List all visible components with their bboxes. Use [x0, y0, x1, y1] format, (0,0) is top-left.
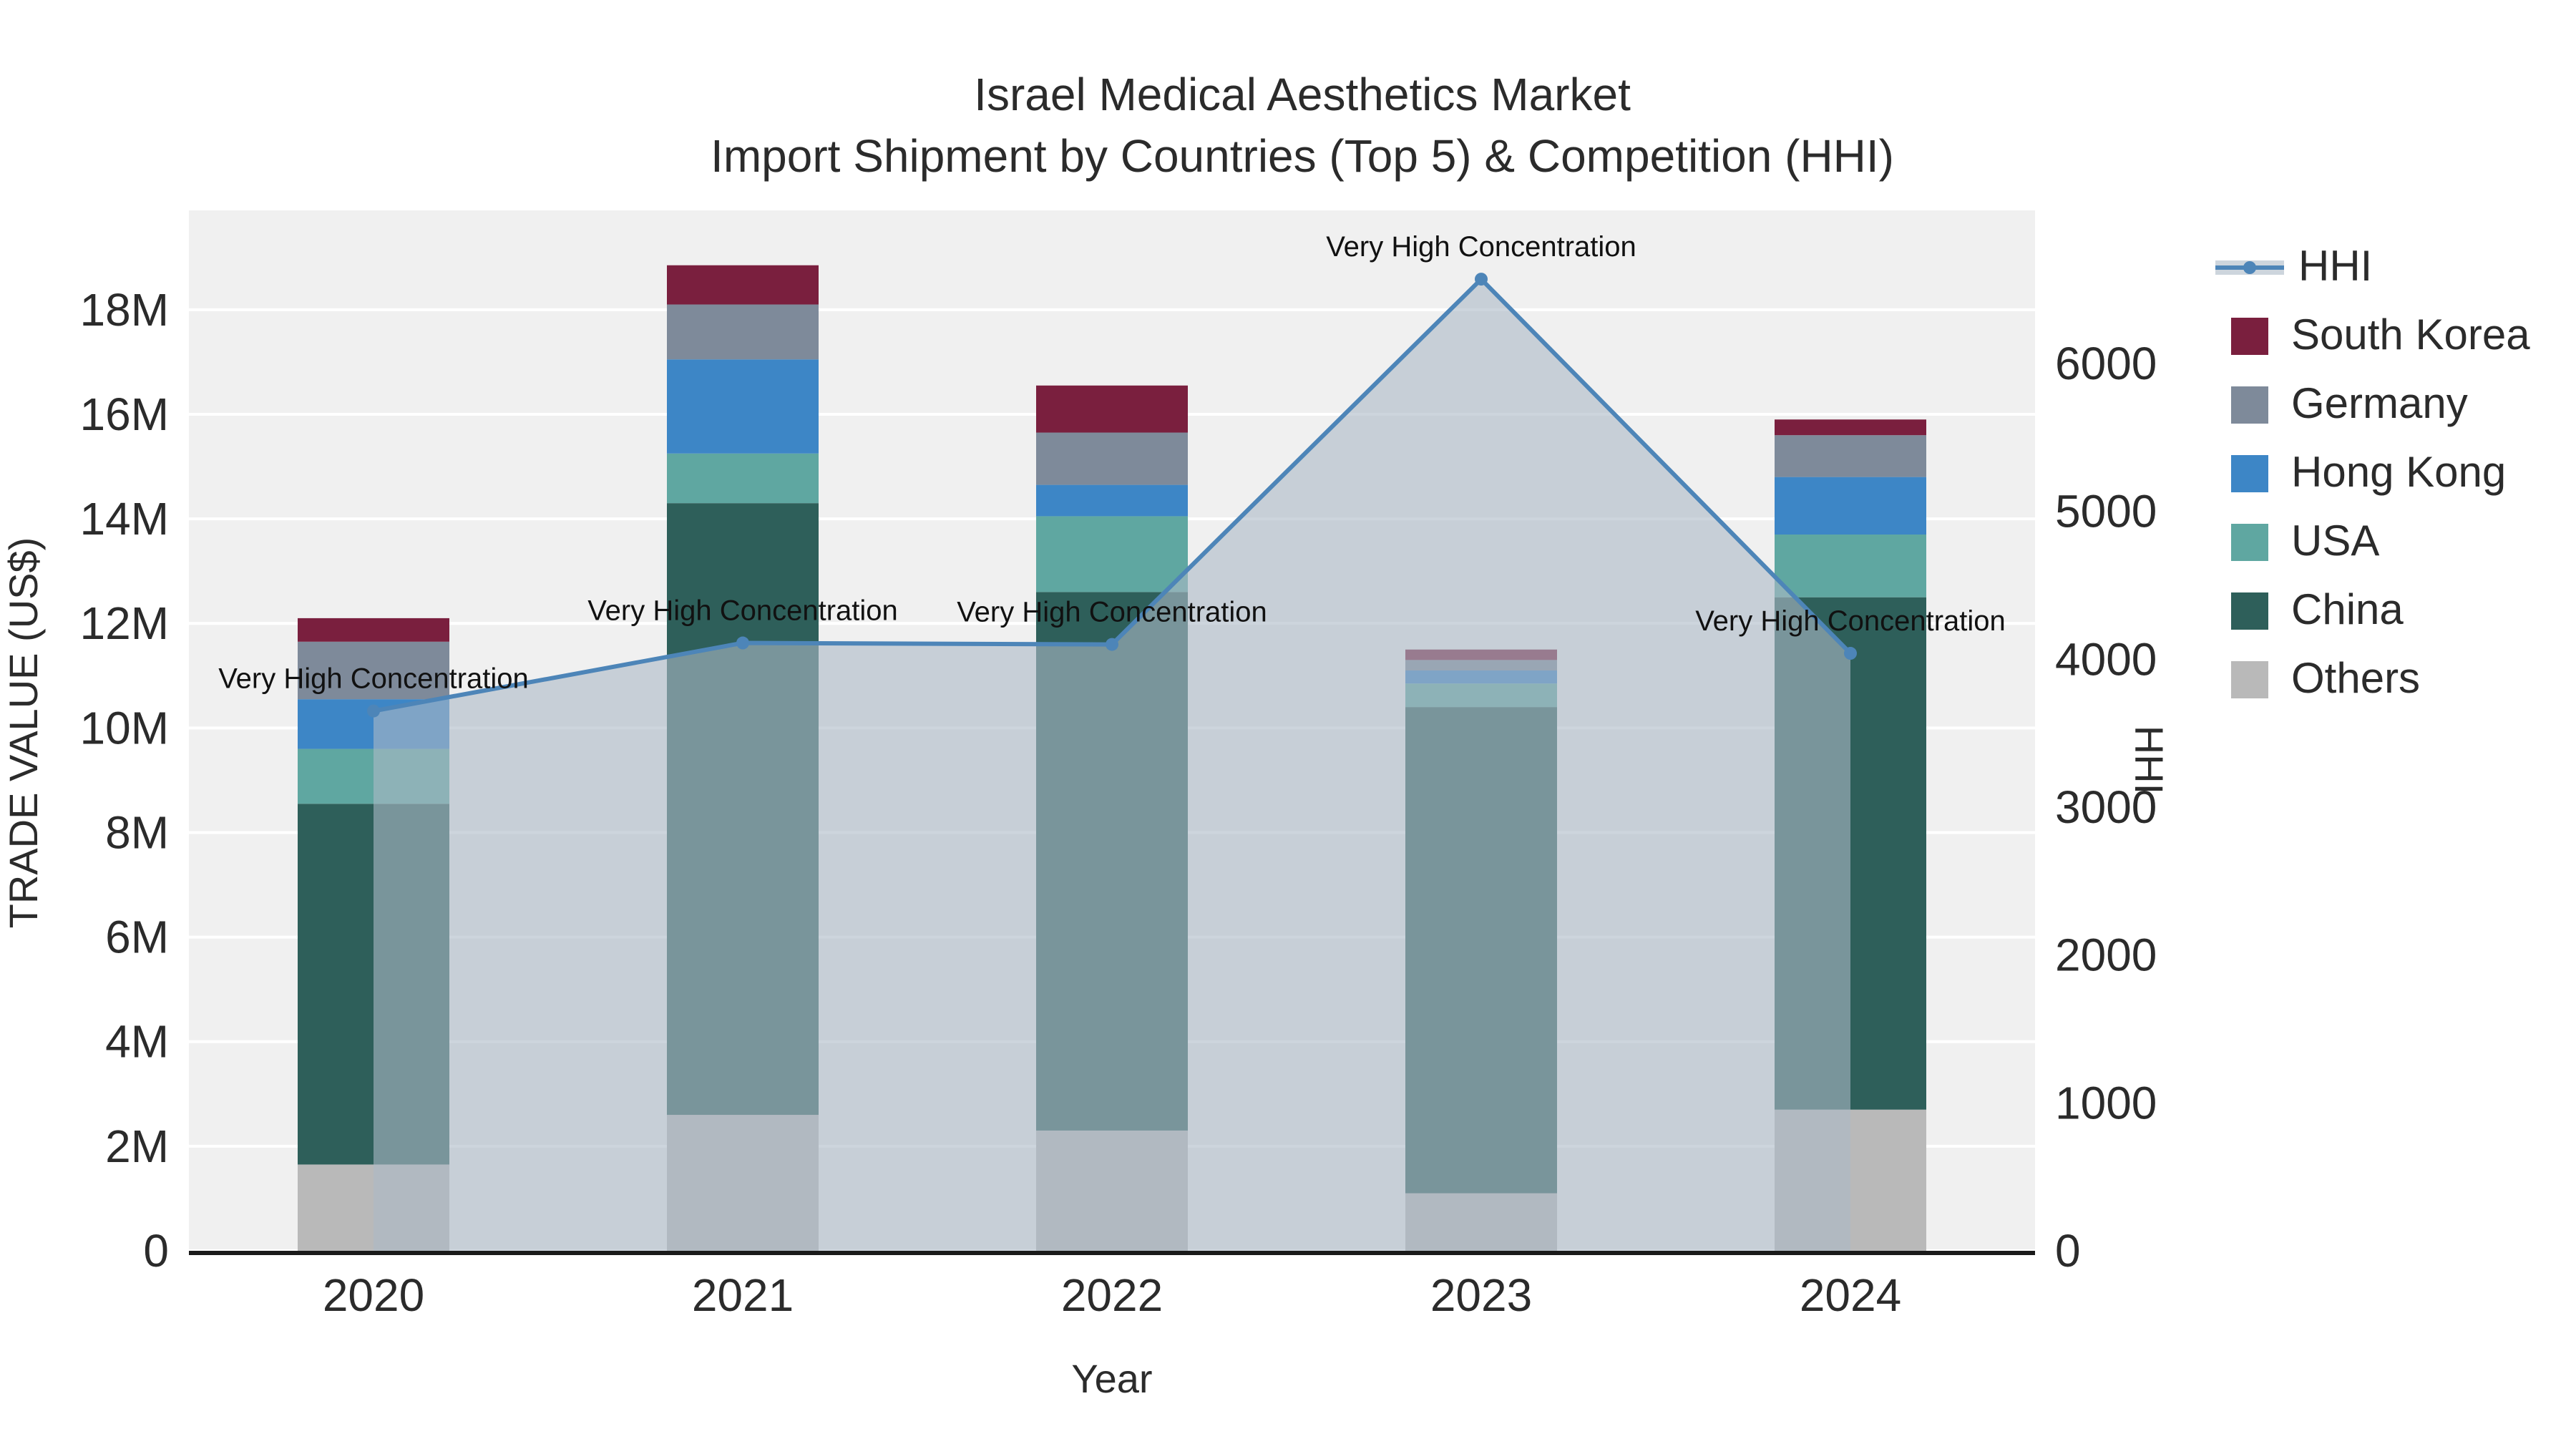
- bar-segment-germany-2024: [1775, 435, 1926, 477]
- x-tick-label: 2024: [1800, 1269, 1901, 1321]
- y-axis-right-title: HHI: [2127, 725, 2171, 795]
- y-left-tick-label: 6M: [105, 912, 169, 963]
- legend-item-hong-kong[interactable]: Hong Kong: [2215, 439, 2530, 508]
- hhi-marker-2022: [1106, 638, 1118, 651]
- legend-color-swatch: [2231, 318, 2268, 355]
- y-right-tick-label: 1000: [2055, 1077, 2157, 1128]
- x-tick-label: 2023: [1430, 1269, 1532, 1321]
- y-right-tick-label: 4000: [2055, 633, 2157, 685]
- legend-color-swatch: [2231, 455, 2268, 492]
- y-left-tick-label: 18M: [80, 284, 170, 336]
- x-axis-title: Year: [1071, 1357, 1153, 1401]
- bar-segment-south-korea-2020: [298, 618, 449, 642]
- legend: HHI South Korea Germany Hong Kong USA China Ot…: [2215, 233, 2530, 714]
- chart-title: Israel Medical Aesthetics Market: [974, 69, 1631, 120]
- bar-segment-south-korea-2024: [1775, 419, 1926, 436]
- annotation-2020: Very High Concentration: [218, 663, 529, 695]
- legend-item-hhi[interactable]: HHI: [2215, 233, 2530, 302]
- x-tick-label: 2020: [323, 1269, 424, 1321]
- y-left-tick-label: 10M: [80, 702, 170, 753]
- legend-color-swatch: [2231, 592, 2268, 630]
- y-right-tick-label: 2000: [2055, 930, 2157, 981]
- legend-label: Germany: [2291, 381, 2468, 428]
- bar-segment-usa-2024: [1775, 535, 1926, 597]
- legend-label: China: [2291, 587, 2404, 634]
- y-left-tick-label: 4M: [105, 1016, 169, 1068]
- legend-label: HHI: [2298, 243, 2373, 291]
- legend-label: USA: [2291, 518, 2380, 565]
- bar-segment-hong-kong-2021: [667, 359, 819, 454]
- y-left-tick-label: 8M: [105, 806, 169, 858]
- legend-line-swatch: [2215, 249, 2284, 286]
- bar-segment-germany-2022: [1036, 432, 1188, 485]
- legend-color-swatch: [2231, 524, 2268, 561]
- legend-label: Hong Kong: [2291, 449, 2507, 497]
- y-axis-left-title: TRADE VALUE (US$): [1, 537, 46, 929]
- legend-item-china[interactable]: China: [2215, 577, 2530, 645]
- y-left-tick-label: 16M: [80, 389, 170, 440]
- hhi-marker-2023: [1475, 273, 1488, 286]
- legend-item-south-korea[interactable]: South Korea: [2215, 302, 2530, 371]
- hhi-marker-2024: [1844, 647, 1857, 660]
- bar-segment-south-korea-2022: [1036, 385, 1188, 433]
- y-left-tick-label: 12M: [80, 597, 170, 649]
- y-right-tick-label: 6000: [2055, 338, 2157, 389]
- y-left-tick-label: 2M: [105, 1121, 169, 1172]
- bar-segment-germany-2020: [298, 641, 449, 700]
- y-right-tick-label: 5000: [2055, 486, 2157, 537]
- bar-segment-usa-2021: [667, 453, 819, 504]
- legend-color-swatch: [2231, 386, 2268, 424]
- hhi-marker-2020: [367, 704, 380, 718]
- chart-subtitle: Import Shipment by Countries (Top 5) & C…: [711, 130, 1894, 182]
- hhi-area-fill: [374, 279, 1850, 1252]
- legend-item-germany[interactable]: Germany: [2215, 371, 2530, 439]
- bar-segment-germany-2021: [667, 304, 819, 360]
- annotation-2021: Very High Concentration: [587, 595, 898, 627]
- annotation-2024: Very High Concentration: [1695, 605, 2006, 637]
- y-right-tick-label: 0: [2055, 1225, 2081, 1277]
- legend-item-usa[interactable]: USA: [2215, 508, 2530, 577]
- legend-label: Others: [2291, 655, 2421, 703]
- y-left-tick-label: 0: [143, 1225, 169, 1277]
- bar-segment-south-korea-2021: [667, 265, 819, 305]
- legend-label: South Korea: [2291, 312, 2530, 359]
- annotation-2023: Very High Concentration: [1326, 231, 1636, 263]
- y-right-tick-label: 3000: [2055, 781, 2157, 833]
- y-left-tick-label: 14M: [80, 493, 170, 545]
- hhi-marker-2021: [736, 636, 749, 650]
- bar-segment-hong-kong-2022: [1036, 484, 1188, 517]
- legend-item-others[interactable]: Others: [2215, 645, 2530, 714]
- bar-segment-hong-kong-2024: [1775, 477, 1926, 535]
- x-tick-label: 2022: [1061, 1269, 1163, 1321]
- annotation-2022: Very High Concentration: [957, 597, 1267, 628]
- legend-color-swatch: [2231, 661, 2268, 698]
- bar-segment-usa-2022: [1036, 516, 1188, 592]
- x-tick-label: 2021: [692, 1269, 794, 1321]
